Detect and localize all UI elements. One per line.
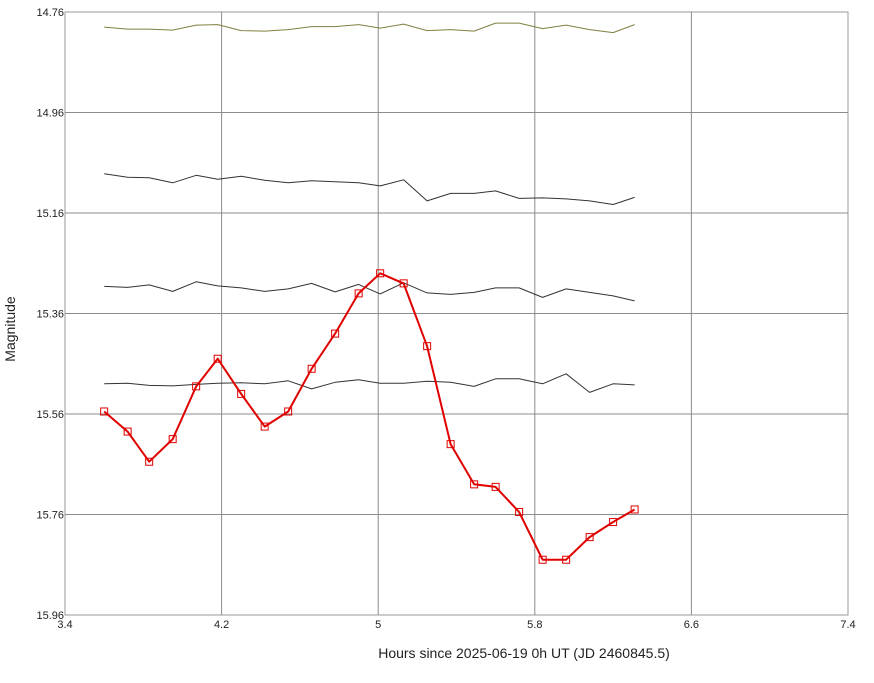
series-line	[104, 281, 635, 302]
data-point	[585, 533, 594, 542]
series-layer	[100, 22, 639, 564]
data-point	[470, 480, 479, 489]
x-tick-label: 3.4	[57, 619, 72, 631]
data-point	[100, 407, 109, 416]
data-point	[331, 329, 340, 338]
y-tick-label: 15.76	[36, 510, 64, 522]
series-3	[104, 281, 635, 302]
y-tick-label: 15.56	[36, 409, 64, 421]
data-point	[423, 342, 432, 351]
data-point	[145, 457, 154, 466]
data-point	[354, 289, 363, 298]
y-axis-label: Magnitude	[2, 296, 18, 362]
data-point	[376, 269, 385, 278]
data-point	[307, 364, 316, 373]
x-tick-label: 7.4	[840, 619, 855, 631]
data-point	[399, 279, 408, 288]
series-line	[104, 22, 635, 34]
data-point	[491, 482, 500, 491]
x-tick-label: 5.8	[527, 619, 542, 631]
data-point	[515, 507, 524, 516]
tick-labels: 3.4 4.2 5 5.8 6.6 7.4 14.76 14.96 15.16 15.36 15.5…	[36, 7, 855, 631]
data-point	[630, 505, 639, 514]
data-point	[237, 389, 246, 398]
x-axis-label: Hours since 2025-06-19 0h UT (JD 2460845…	[378, 645, 670, 661]
y-tick-label: 15.36	[36, 309, 64, 321]
data-point	[562, 555, 571, 564]
series-line	[104, 173, 635, 205]
data-point	[213, 354, 222, 363]
x-tick-label: 5	[375, 619, 381, 631]
y-tick-label: 15.96	[36, 610, 64, 622]
grid	[65, 12, 848, 615]
x-tick-label: 4.2	[214, 619, 229, 631]
data-point	[284, 407, 293, 416]
x-tick-label: 6.6	[684, 619, 699, 631]
data-point	[123, 427, 132, 436]
data-point	[260, 422, 269, 431]
series-0	[100, 269, 639, 564]
series-2	[104, 173, 635, 205]
data-point	[446, 440, 455, 449]
data-point	[192, 382, 201, 391]
y-tick-label: 15.16	[36, 208, 64, 220]
series-1	[104, 22, 635, 34]
y-tick-label: 14.76	[36, 7, 64, 19]
y-tick-label: 14.96	[36, 108, 64, 120]
data-point	[609, 518, 618, 527]
data-point	[168, 435, 177, 444]
data-point	[538, 555, 547, 564]
